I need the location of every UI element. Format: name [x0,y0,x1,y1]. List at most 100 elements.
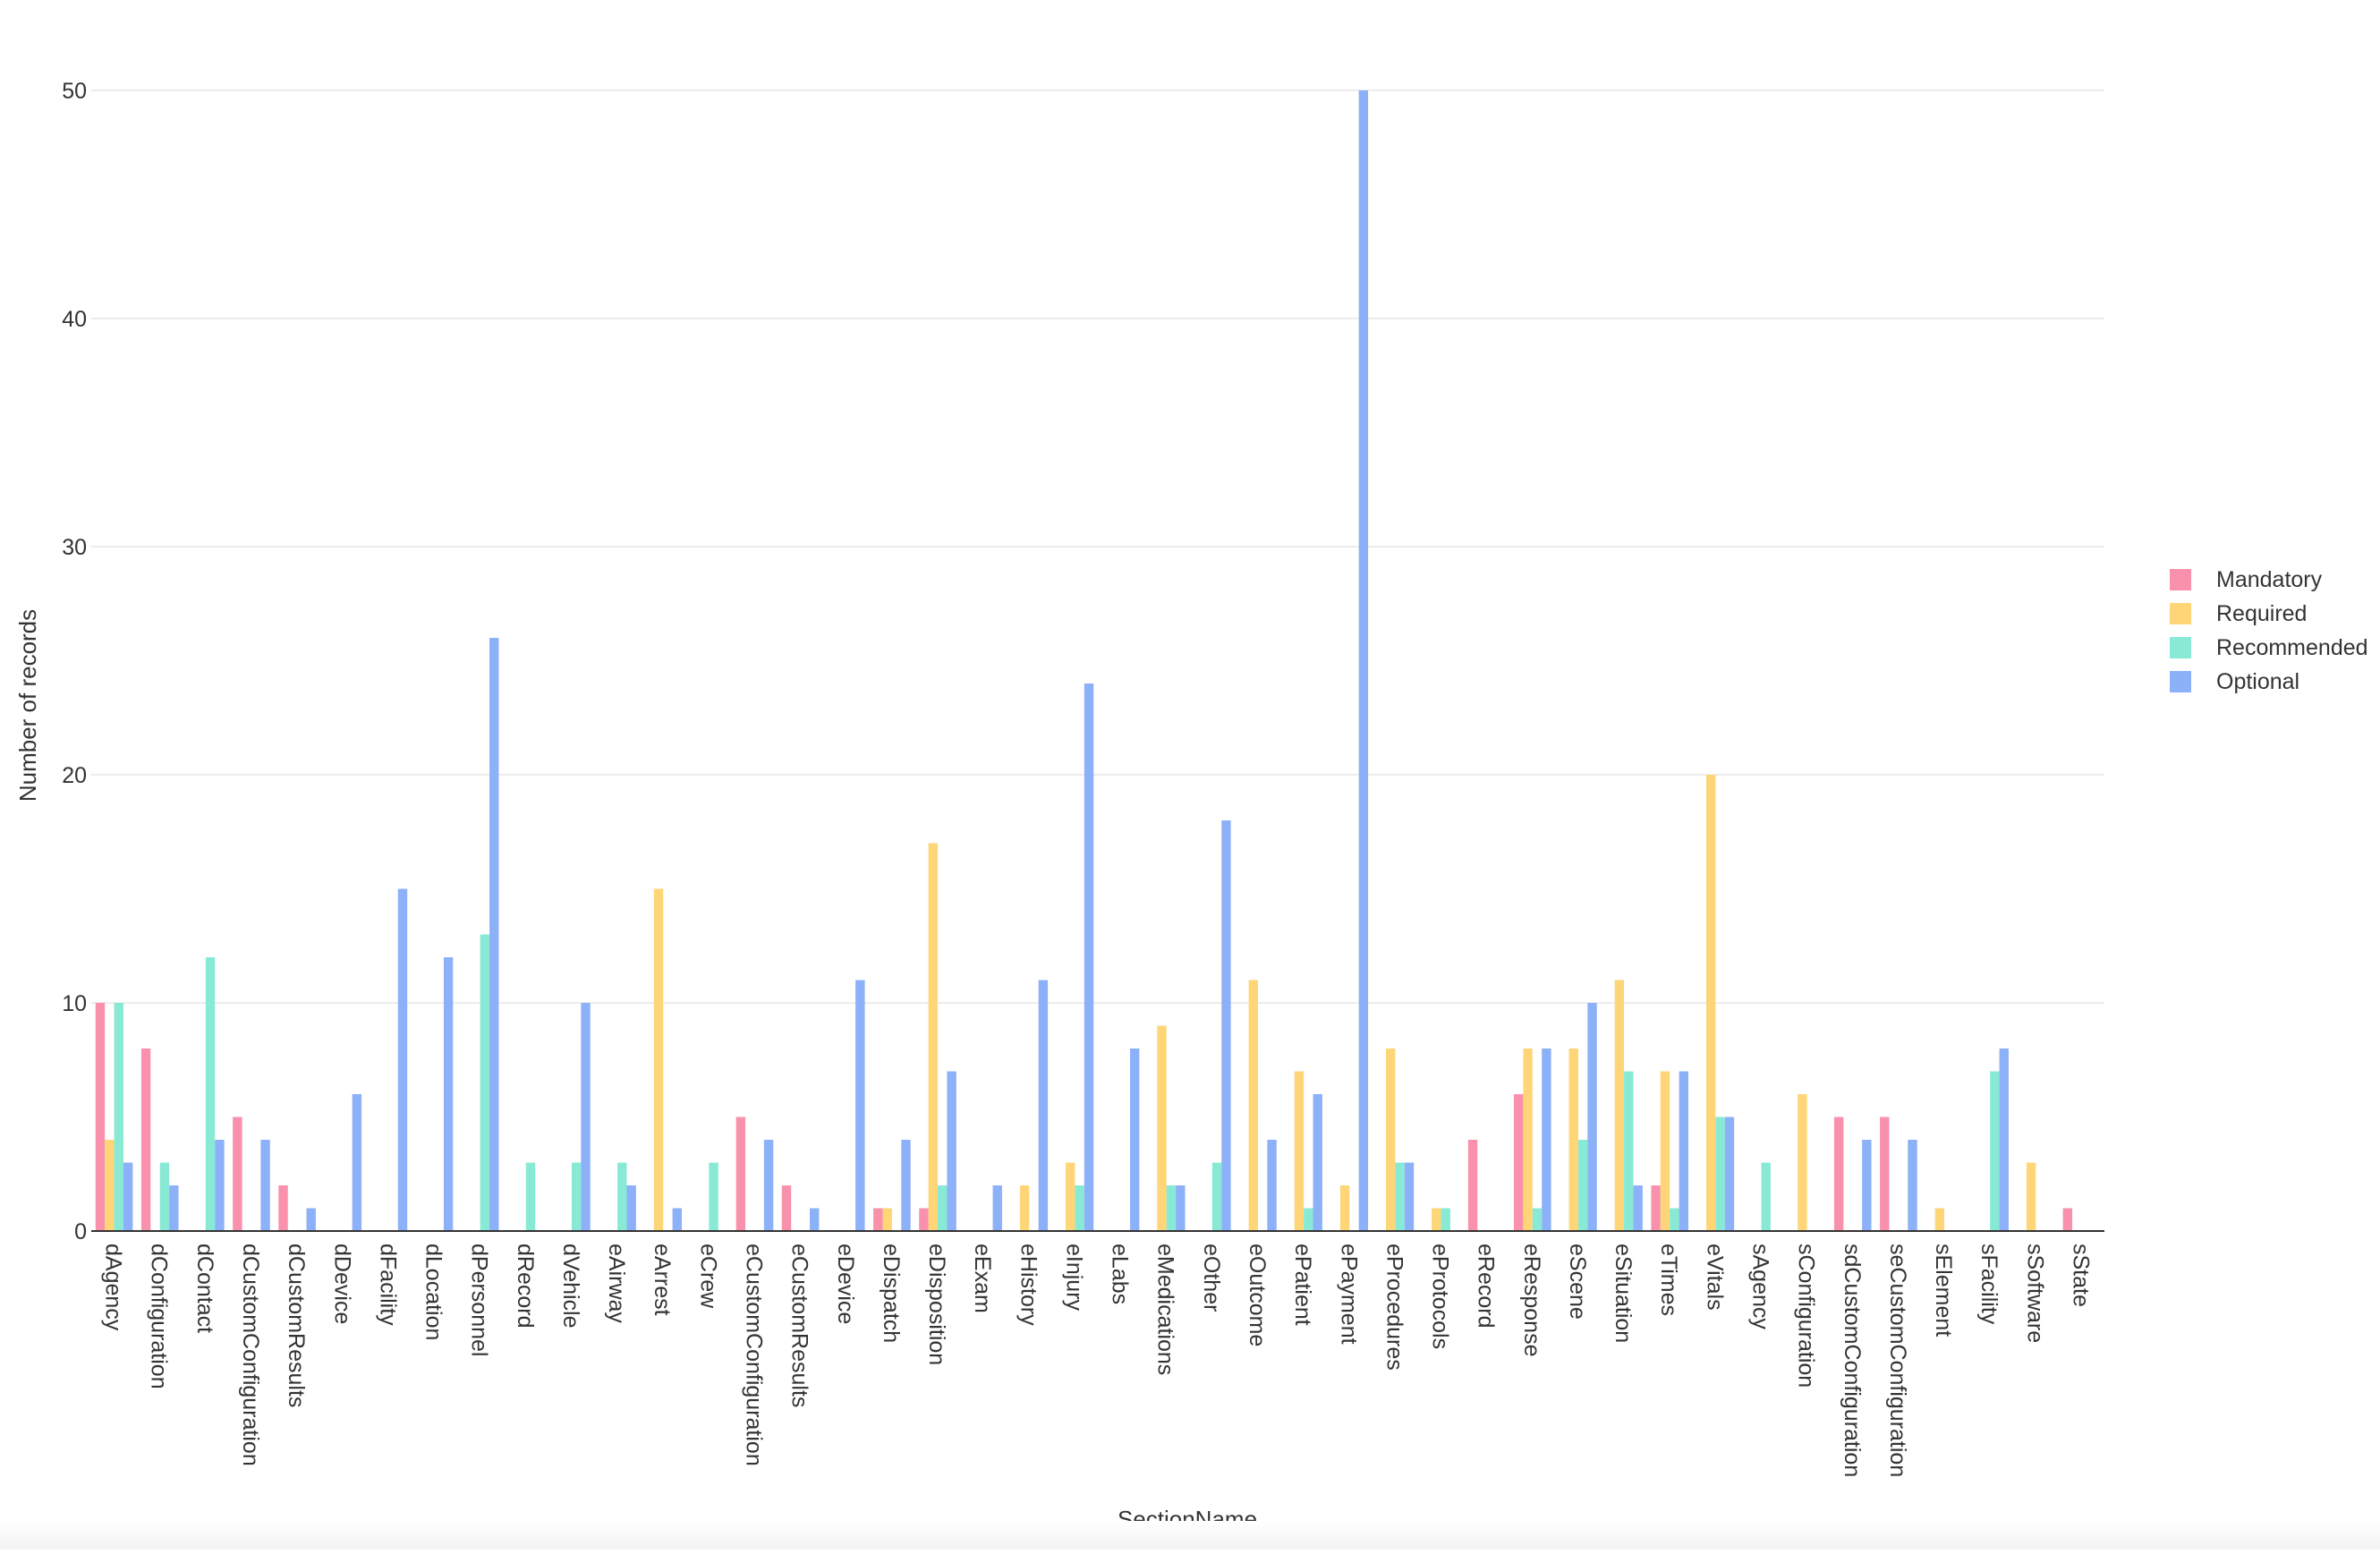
bar-required-eResponse [1523,1049,1533,1231]
bar-recommended-dContact [205,957,216,1231]
bar-optional-eCustomConfiguration [763,1140,774,1231]
bar-required-sSoftware [2026,1162,2036,1231]
bar-recommended-eTimes [1670,1208,1679,1231]
bar-required-ePayment [1339,1185,1350,1231]
x-tick-label: eResponse [1519,1244,1544,1356]
bar-mandatory-dCustomConfiguration [233,1117,242,1231]
bar-required-eHistory [1019,1185,1030,1231]
x-tick-label: eOutcome [1245,1244,1270,1346]
bar-recommended-eMedications [1166,1185,1177,1231]
x-tick-label: eHistory [1016,1244,1041,1326]
x-tick-label: ePayment [1336,1244,1361,1345]
x-tick-label: dDevice [329,1244,354,1324]
x-tick-label: eProcedures [1381,1244,1407,1371]
bar-mandatory-eCustomResults [781,1185,792,1231]
bar-optional-eCustomResults [810,1208,820,1231]
bar-recommended-eCrew [709,1162,718,1231]
bar-optional-eOutcome [1267,1140,1277,1231]
bar-recommended-dConfiguration [159,1162,170,1231]
bar-optional-dFacility [397,888,408,1231]
x-tick-label: eVitals [1702,1244,1727,1311]
legend-swatch-optional [2170,671,2191,692]
legend-swatch-mandatory [2170,569,2191,590]
y-axis-title: Number of records [14,609,41,802]
y-axis-ticks: 0 10 20 30 40 50 [62,79,87,1244]
bar-optional-eDispatch [901,1140,911,1231]
bar-optional-dLocation [443,957,454,1231]
bar-optional-eDisposition [947,1071,956,1231]
x-tick-label: eLabs [1108,1244,1133,1304]
x-tick-label: eRecord [1474,1244,1499,1329]
legend-swatch-recommended [2170,637,2191,658]
x-tick-label: eDispatch [879,1244,904,1343]
bar-optional-eMedications [1176,1185,1186,1231]
bar-recommended-eDisposition [938,1185,948,1231]
bar-optional-dVehicle [581,1003,591,1231]
x-tick-label: eSituation [1611,1244,1636,1343]
bar-optional-dContact [215,1140,225,1231]
bar-recommended-ePatient [1304,1208,1313,1231]
bar-mandatory-seCustomConfiguration [1880,1117,1890,1231]
bar-optional-dConfiguration [169,1185,179,1231]
y-tick-label: 20 [62,763,87,788]
bar-optional-eVitals [1724,1117,1735,1231]
bar-mandatory-eResponse [1513,1094,1524,1231]
bar-mandatory-eDispatch [873,1208,883,1231]
x-tick-label: dLocation [421,1244,446,1340]
bar-required-eVitals [1705,775,1716,1231]
x-tick-label: dCustomConfiguration [238,1244,263,1466]
bar-required-eOutcome [1248,980,1258,1231]
bar-optional-eDevice [855,980,865,1231]
bar-recommended-eVitals [1715,1117,1725,1231]
bar-optional-eHistory [1038,980,1049,1231]
bar-required-ePatient [1294,1071,1305,1231]
bar-optional-dDevice [352,1094,362,1231]
bar-optional-seCustomConfiguration [1908,1140,1917,1231]
y-tick-label: 30 [62,535,87,560]
x-tick-label: sElement [1931,1244,1956,1337]
bar-required-eDispatch [882,1208,892,1231]
bar-recommended-eOther [1211,1162,1222,1231]
x-axis-categories: dAgency dConfiguration dContact dCustomConf… [101,1244,2094,1477]
bar-optional-eResponse [1542,1049,1551,1231]
bar-required-eArrest [653,888,664,1231]
bar-optional-eLabs [1129,1049,1140,1231]
bar-recommended-eProtocols [1441,1208,1450,1231]
bar-optional-eScene [1587,1003,1597,1231]
bar-optional-dAgency [123,1162,133,1231]
bar-optional-eProcedures [1404,1162,1415,1231]
bars [95,90,2073,1231]
gridlines [91,89,2104,1004]
x-tick-label: eDisposition [924,1244,949,1365]
x-tick-label: dConfiguration [147,1244,172,1389]
x-tick-label: sFacility [1976,1244,2002,1325]
x-tick-label: dFacility [375,1244,400,1326]
bottom-edge [0,1521,2380,1550]
x-tick-label: sConfiguration [1794,1244,1819,1388]
x-tick-label: seCustomConfiguration [1885,1244,1910,1477]
bar-optional-eTimes [1679,1071,1689,1231]
bar-required-eProcedures [1385,1049,1396,1231]
bar-recommended-eResponse [1532,1208,1543,1231]
bar-recommended-dVehicle [571,1162,582,1231]
bar-optional-dCustomResults [306,1208,316,1231]
x-tick-label: eInjury [1061,1244,1086,1312]
bar-optional-eInjury [1084,684,1094,1231]
x-tick-label: dContact [192,1244,217,1333]
bar-required-eInjury [1066,1162,1075,1231]
bar-mandatory-eRecord [1467,1140,1478,1231]
bar-recommended-eAirway [617,1162,627,1231]
bar-mandatory-eDisposition [919,1208,929,1231]
bar-optional-eExam [992,1185,1002,1231]
x-tick-label: dAgency [101,1244,126,1331]
y-tick-label: 40 [62,307,87,332]
bar-recommended-eSituation [1624,1071,1634,1231]
x-tick-label: eProtocols [1428,1244,1453,1349]
legend-swatch-required [2170,603,2191,624]
bar-recommended-eInjury [1075,1185,1084,1231]
bar-recommended-sAgency [1761,1162,1771,1231]
bar-recommended-dPersonnel [480,934,490,1231]
bar-recommended-sFacility [1990,1071,2000,1231]
